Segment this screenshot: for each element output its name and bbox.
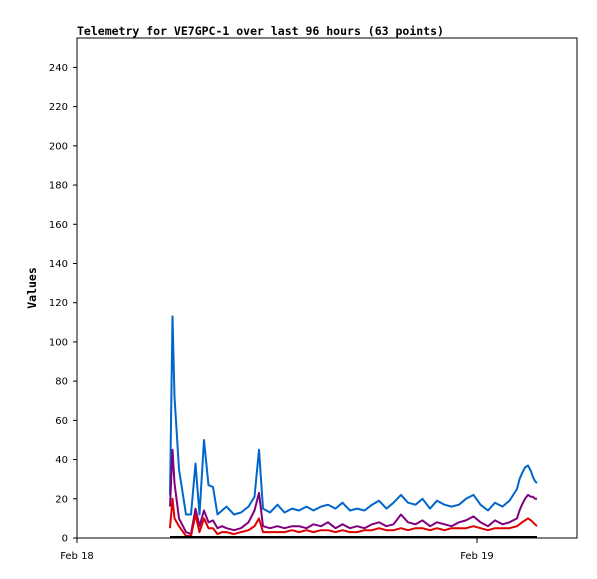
x-tick-label: Feb 18 <box>60 551 94 562</box>
series-group <box>169 315 538 538</box>
y-tick-label: 100 <box>49 337 68 348</box>
series-line-3 <box>169 497 538 537</box>
y-tick-label: 80 <box>55 377 68 388</box>
y-tick-label: 140 <box>49 259 68 270</box>
plot-frame <box>76 37 578 539</box>
x-tick-label: Feb 19 <box>460 551 494 562</box>
chart-title: Telemetry for VE7GPC-1 over last 96 hour… <box>77 24 444 38</box>
y-tick-label: 60 <box>55 416 68 427</box>
y-tick-label: 120 <box>49 298 68 309</box>
y-axis-label: Values <box>25 267 39 309</box>
x-axis: Feb 18 Feb 19 <box>60 538 494 562</box>
y-axis: 0 20 40 60 80 100 120 140 160 180 200 220 240 <box>49 63 77 545</box>
y-tick-label: 180 <box>49 181 68 192</box>
y-tick-label: 220 <box>49 102 68 113</box>
series-line-1 <box>169 315 538 516</box>
y-tick-label: 40 <box>55 455 68 466</box>
y-tick-label: 200 <box>49 141 68 152</box>
series-line-2 <box>169 448 537 536</box>
y-tick-label: 160 <box>49 220 68 231</box>
y-tick-label: 240 <box>49 63 68 74</box>
y-tick-label: 0 <box>62 534 68 545</box>
y-tick-label: 20 <box>55 494 68 505</box>
